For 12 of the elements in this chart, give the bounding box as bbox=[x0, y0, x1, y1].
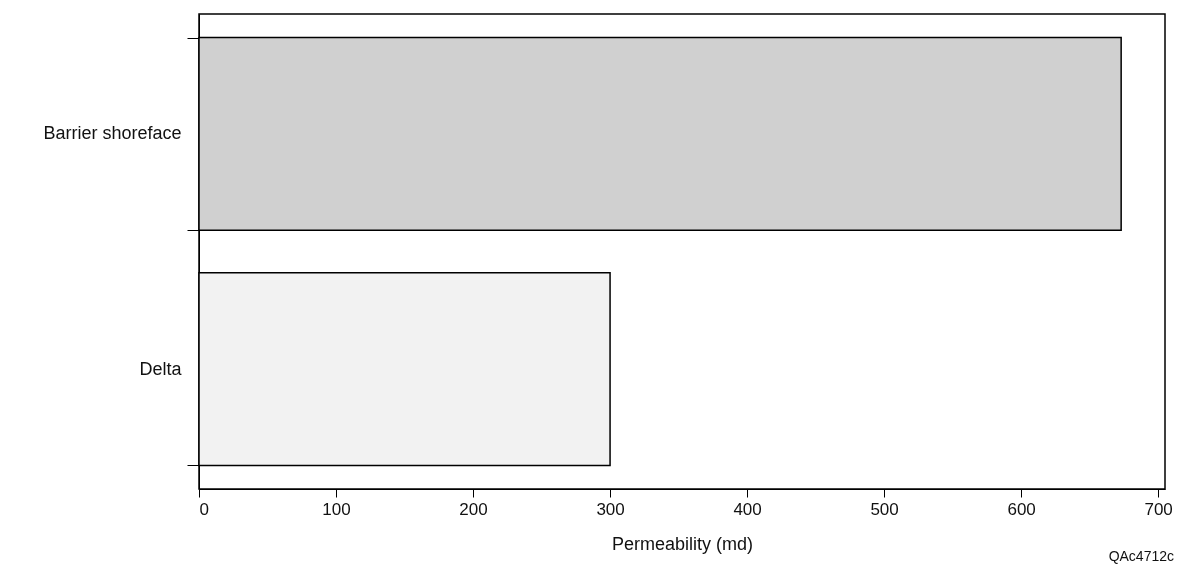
x-axis-title: Permeability (md) bbox=[611, 533, 754, 554]
x-tick-label: 200 bbox=[459, 499, 488, 519]
text: QAc4712c bbox=[1108, 548, 1174, 564]
x-tick-label: 400 bbox=[733, 499, 762, 519]
x-tick-label: 600 bbox=[1007, 499, 1036, 519]
x-tick-label: 100 bbox=[322, 499, 351, 519]
x-tick-label: 300 bbox=[596, 499, 625, 519]
x-tick-label: 700 bbox=[1144, 499, 1173, 519]
x-tick-label: 0 bbox=[199, 499, 209, 519]
y-tick-label: Barrier shoreface bbox=[43, 123, 182, 144]
x-tick-label: 500 bbox=[870, 499, 899, 519]
y-tick-label: Delta bbox=[139, 358, 183, 379]
